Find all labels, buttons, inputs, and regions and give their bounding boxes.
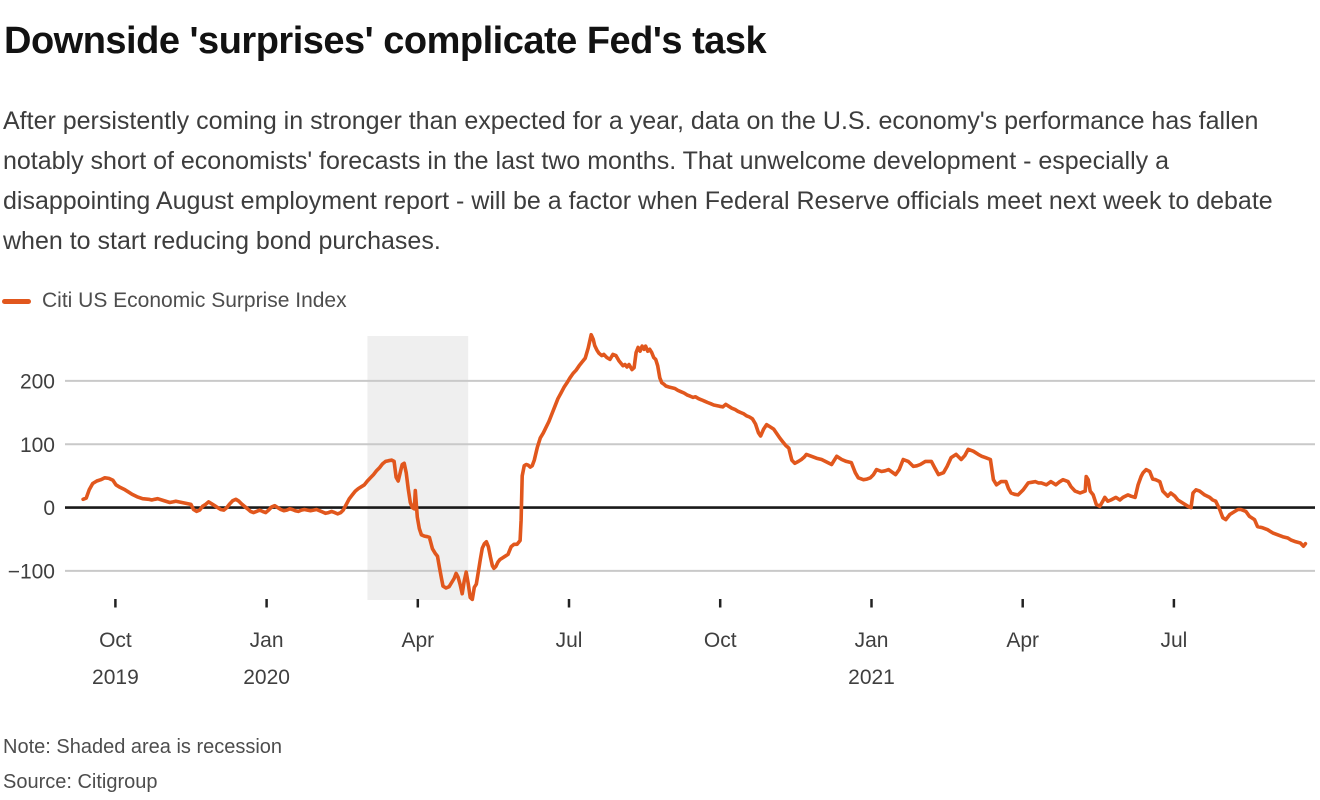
x-axis-month-label: Apr xyxy=(401,629,434,652)
x-axis-month-label: Oct xyxy=(99,629,132,652)
chart-note: Note: Shaded area is recession xyxy=(3,736,283,758)
y-axis-label: 100 xyxy=(20,434,55,457)
x-axis-month-label: Jul xyxy=(1160,629,1187,652)
x-axis-year-label: 2019 xyxy=(92,666,139,689)
x-axis-month-label: Oct xyxy=(704,629,737,652)
x-axis-year-label: 2021 xyxy=(848,666,895,689)
legend: Citi US Economic Surprise Index xyxy=(2,289,347,313)
chart-description: After persistently coming in stronger th… xyxy=(3,107,1273,255)
recession-band xyxy=(367,336,469,600)
y-axis-label: 0 xyxy=(43,497,55,520)
series-line xyxy=(81,332,1308,602)
x-axis-year-label: 2020 xyxy=(243,666,290,689)
x-axis-month-label: Jan xyxy=(855,629,889,652)
x-axis-month-label: Jan xyxy=(250,629,284,652)
legend-line-swatch xyxy=(2,298,31,304)
y-axis-label: 200 xyxy=(20,370,55,393)
chart-source: Source: Citigroup xyxy=(3,771,158,793)
surprise-index-chart: −100 0 100 200 Oct 2019 Jan 2020 Apr Jul Oct Jan 202… xyxy=(8,332,1315,689)
legend-label: Citi US Economic Surprise Index xyxy=(42,289,347,312)
page-title: Downside 'surprises' complicate Fed's ta… xyxy=(4,20,767,62)
x-axis-month-label: Jul xyxy=(556,629,583,652)
y-axis-label: −100 xyxy=(8,560,55,583)
x-axis-month-label: Apr xyxy=(1006,629,1039,652)
